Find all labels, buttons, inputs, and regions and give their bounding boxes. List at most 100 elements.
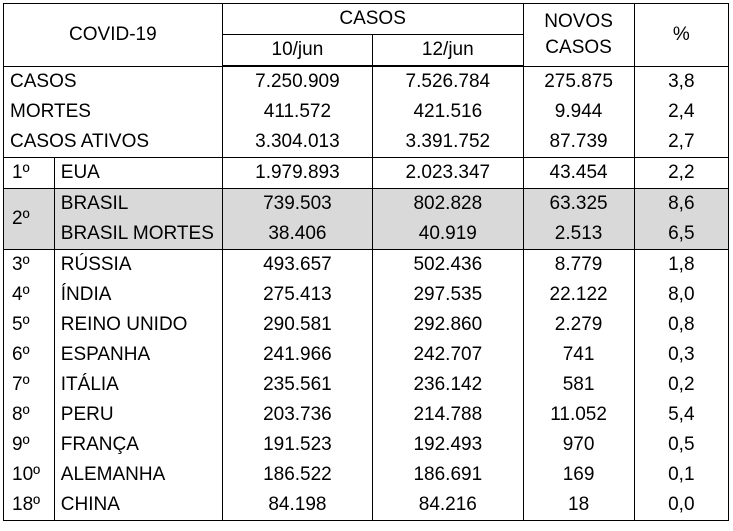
country-pct: 0,1 <box>633 460 730 490</box>
header-date2: 12/jun <box>372 34 524 67</box>
summary-value-12jun: 7.526.784 <box>372 65 524 97</box>
country-name: BRASIL MORTES <box>53 219 223 250</box>
summary-value-12jun: 3.391.752 <box>372 127 524 158</box>
summary-value-10jun: 7.250.909 <box>221 65 374 97</box>
country-rank: 9º <box>3 430 55 460</box>
country-row: 5º REINO UNIDO 290.581 292.860 2.279 0,8 <box>3 310 730 340</box>
country-row: 2º BRASIL 739.503 802.828 63.325 8,6 <box>3 188 730 250</box>
country-name: REINO UNIDO <box>53 310 223 340</box>
country-value-10jun: 1.979.893 <box>221 157 374 189</box>
country-name: BRASIL <box>53 188 223 219</box>
summary-label: CASOS ATIVOS <box>3 127 223 158</box>
summary-novos: 9.944 <box>522 97 635 127</box>
header-pct: % <box>633 3 730 67</box>
summary-section: CASOS 7.250.909 7.526.784 275.875 3,8 MORTES 4… <box>3 65 730 158</box>
country-name: ALEMANHA <box>53 460 223 490</box>
country-novos: 22.122 <box>522 280 635 310</box>
country-row: 18º CHINA 84.198 84.216 18 0,0 <box>3 490 730 521</box>
country-value-10jun: 38.406 <box>221 219 374 250</box>
country-rank: 18º <box>3 490 55 521</box>
country-novos: 970 <box>522 430 635 460</box>
country-pct: 0,8 <box>633 310 730 340</box>
country-novos: 8.779 <box>522 249 635 280</box>
summary-row: CASOS 7.250.909 7.526.784 275.875 3,8 <box>3 65 730 97</box>
summary-label: CASOS <box>3 65 223 97</box>
summary-pct: 2,7 <box>633 127 730 158</box>
country-value-12jun: 292.860 <box>372 310 524 340</box>
country-value-12jun: 186.691 <box>372 460 524 490</box>
country-novos: 2.279 <box>522 310 635 340</box>
country-value-10jun: 493.657 <box>221 249 374 280</box>
country-name: ÍNDIA <box>53 280 223 310</box>
country-pct: 8,6 <box>633 188 730 219</box>
header-novos-casos: NOVOS CASOS <box>522 3 635 67</box>
country-name: CHINA <box>53 490 223 521</box>
summary-label: MORTES <box>3 97 223 127</box>
summary-pct: 3,8 <box>633 65 730 97</box>
country-rank: 3º <box>3 249 55 280</box>
country-pct: 5,4 <box>633 400 730 430</box>
country-novos: 11.052 <box>522 400 635 430</box>
country-pct: 0,0 <box>633 490 730 521</box>
country-value-10jun: 203.736 <box>221 400 374 430</box>
country-rank: 4º <box>3 280 55 310</box>
country-value-10jun: 739.503 <box>221 188 374 219</box>
country-rank: 8º <box>3 400 55 430</box>
country-rank: 1º <box>3 157 55 189</box>
summary-novos: 275.875 <box>522 65 635 97</box>
summary-row: MORTES 411.572 421.516 9.944 2,4 <box>3 97 730 127</box>
covid-table: COVID-19 CASOS NOVOS CASOS % 10/jun 12/j… <box>3 3 730 521</box>
country-value-12jun: 192.493 <box>372 430 524 460</box>
country-value-12jun: 242.707 <box>372 340 524 370</box>
country-novos: 43.454 <box>522 157 635 189</box>
country-pct: 0,5 <box>633 430 730 460</box>
country-pct: 0,3 <box>633 340 730 370</box>
country-novos: 741 <box>522 340 635 370</box>
summary-pct: 2,4 <box>633 97 730 127</box>
country-row: 6º ESPANHA 241.966 242.707 741 0,3 <box>3 340 730 370</box>
country-row: 8º PERU 203.736 214.788 11.052 5,4 <box>3 400 730 430</box>
country-row: BRASIL MORTES 38.406 40.919 2.513 6,5 <box>4 219 730 250</box>
country-value-10jun: 191.523 <box>221 430 374 460</box>
country-value-10jun: 241.966 <box>221 340 374 370</box>
header-novos-line1: NOVOS <box>544 10 613 32</box>
summary-value-12jun: 421.516 <box>372 97 524 127</box>
country-value-12jun: 297.535 <box>372 280 524 310</box>
country-pct: 6,5 <box>633 219 730 250</box>
summary-row: CASOS ATIVOS 3.304.013 3.391.752 87.739 2,7 <box>3 127 730 158</box>
country-value-10jun: 186.522 <box>221 460 374 490</box>
country-value-12jun: 84.216 <box>372 490 524 521</box>
country-value-12jun: 40.919 <box>372 219 524 250</box>
country-rank: 5º <box>3 310 55 340</box>
country-value-10jun: 84.198 <box>221 490 374 521</box>
country-rank: 2º <box>3 188 55 250</box>
country-value-10jun: 275.413 <box>221 280 374 310</box>
summary-novos: 87.739 <box>522 127 635 158</box>
country-novos: 63.325 <box>522 188 635 219</box>
country-novos: 169 <box>522 460 635 490</box>
country-name: FRANÇA <box>53 430 223 460</box>
country-novos: 2.513 <box>522 219 635 250</box>
country-row: 1º EUA 1.979.893 2.023.347 43.454 2,2 <box>3 157 730 189</box>
country-row: 10º ALEMANHA 186.522 186.691 169 0,1 <box>3 460 730 490</box>
header-novos-line2: CASOS <box>545 36 612 58</box>
summary-value-10jun: 3.304.013 <box>221 127 374 158</box>
header-row-2: 10/jun 12/jun <box>4 34 729 67</box>
header-casos: CASOS <box>221 3 524 35</box>
country-row: 4º ÍNDIA 275.413 297.535 22.122 8,0 <box>3 280 730 310</box>
countries-section: 1º EUA 1.979.893 2.023.347 43.454 2,2 2º BRASIL… <box>3 157 730 521</box>
country-novos: 18 <box>522 490 635 521</box>
summary-value-10jun: 411.572 <box>221 97 374 127</box>
country-value-12jun: 236.142 <box>372 370 524 400</box>
country-rank: 10º <box>3 460 55 490</box>
header-row-1: COVID-19 CASOS NOVOS CASOS % <box>3 3 730 67</box>
country-value-10jun: 235.561 <box>221 370 374 400</box>
country-row: 7º ITÁLIA 235.561 236.142 581 0,2 <box>3 370 730 400</box>
country-novos: 581 <box>522 370 635 400</box>
country-pct: 1,8 <box>633 249 730 280</box>
country-pct: 0,2 <box>633 370 730 400</box>
country-value-12jun: 2.023.347 <box>372 157 524 189</box>
country-name: EUA <box>53 157 223 189</box>
country-name: PERU <box>53 400 223 430</box>
country-name: RÚSSIA <box>53 249 223 280</box>
